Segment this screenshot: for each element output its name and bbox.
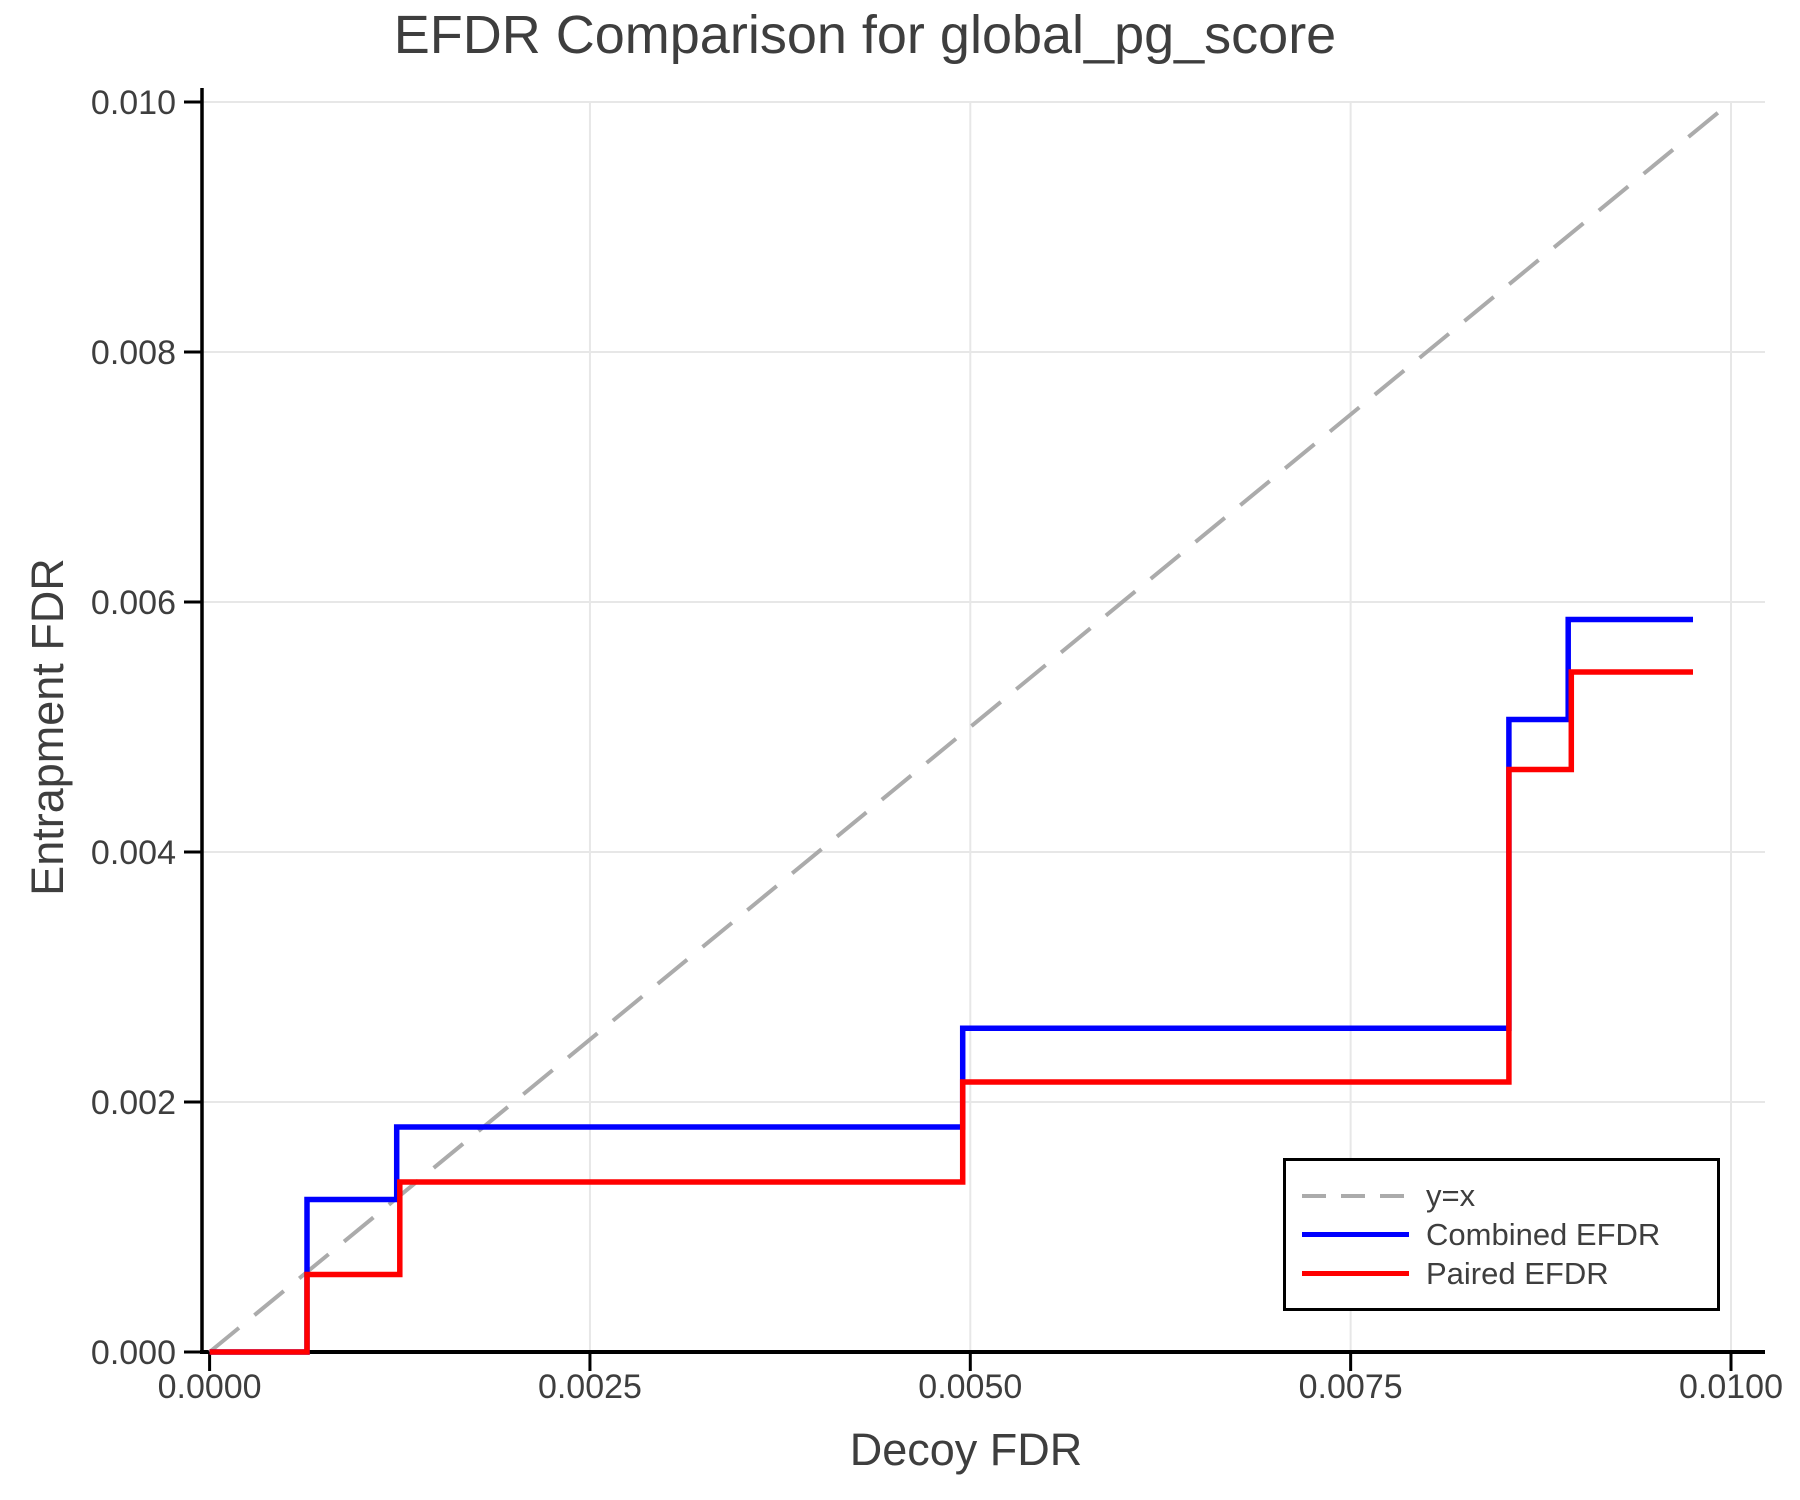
y-tick-label: 0.004 (91, 834, 176, 872)
legend-label: Combined EFDR (1426, 1217, 1661, 1252)
x-tick-label: 0.0100 (1679, 1368, 1783, 1406)
chart-title: EFDR Comparison for global_pg_score (393, 5, 1337, 65)
x-tick-label: 0.0050 (918, 1368, 1022, 1406)
y-tick-label: 0.002 (91, 1084, 176, 1122)
identity-reference-line (208, 100, 1733, 1354)
combined-efdr-line (209, 616, 1693, 1355)
legend-entry-reference: y=x (1302, 1176, 1717, 1215)
combined-line-sample (1302, 1232, 1409, 1237)
y-tick-label: 0.006 (91, 584, 176, 622)
x-tick-label: 0.0025 (538, 1368, 642, 1406)
y-tick-label: 0.008 (91, 334, 176, 372)
legend-label: Paired EFDR (1426, 1256, 1609, 1291)
y-tick-label: 0.000 (91, 1334, 176, 1372)
x-axis-label: Decoy FDR (849, 1424, 1083, 1475)
legend-label: y=x (1426, 1178, 1476, 1213)
paired-line-sample (1302, 1271, 1409, 1276)
paired-efdr-line (209, 669, 1693, 1355)
y-tick-label: 0.010 (91, 84, 176, 122)
x-tick-label: 0.0075 (1299, 1368, 1403, 1406)
legend-entry-paired: Paired EFDR (1302, 1254, 1717, 1293)
legend-entry-combined: Combined EFDR (1302, 1215, 1717, 1254)
x-tick-label: 0.0000 (158, 1368, 262, 1406)
legend: y=x Combined EFDR Paired EFDR (1283, 1158, 1720, 1311)
y-axis-label: Entrapment FDR (22, 558, 73, 896)
dashed-line-sample (1302, 1193, 1409, 1198)
